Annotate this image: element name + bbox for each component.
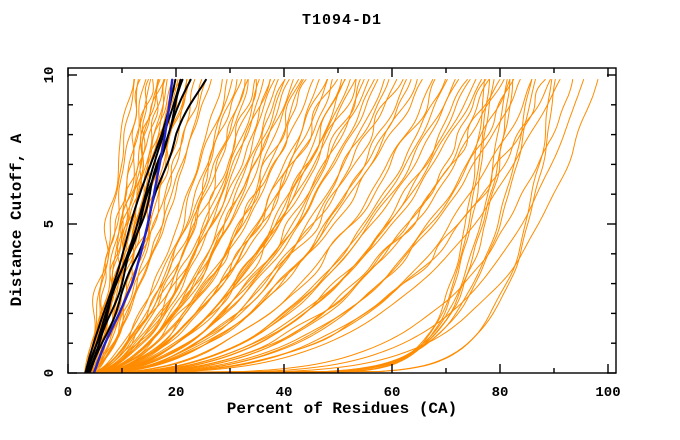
model-curve	[89, 79, 243, 373]
model-curve	[95, 79, 460, 373]
model-curve	[93, 79, 398, 373]
model-curve	[93, 79, 471, 373]
model-curve	[90, 79, 501, 373]
model-curve	[92, 79, 249, 373]
model-curve	[90, 79, 314, 373]
y-tick-label: 5	[42, 220, 58, 228]
model-curve	[91, 79, 279, 373]
series-predicted-models	[84, 79, 599, 373]
x-axis-label: Percent of Residues (CA)	[226, 400, 458, 418]
model-curve	[90, 79, 533, 373]
model-curve	[91, 79, 338, 373]
model-curve	[89, 79, 508, 373]
model-curve	[94, 79, 379, 373]
model-curve	[94, 79, 271, 373]
model-curve	[91, 79, 505, 373]
model-curve	[93, 79, 271, 373]
model-curve	[90, 79, 351, 373]
curves-layer	[84, 78, 599, 373]
y-tick-label: 0	[42, 369, 58, 377]
model-curve	[94, 79, 436, 373]
model-curve	[94, 79, 533, 373]
axes-layer	[67, 67, 617, 374]
x-tick-label: 100	[595, 385, 620, 401]
model-curve	[92, 79, 356, 373]
model-curve	[90, 79, 446, 373]
y-axis-label: Distance Cutoff, A	[8, 133, 26, 307]
model-curve	[93, 79, 375, 373]
plot-frame	[67, 67, 617, 374]
model-curve	[92, 79, 434, 373]
highlight-curve	[92, 78, 174, 373]
x-tick-label: 80	[492, 385, 509, 401]
model-curve	[95, 79, 515, 373]
series-highlight-model	[92, 78, 174, 373]
y-tick-label: 10	[42, 67, 58, 84]
model-curve	[91, 79, 223, 373]
model-curve	[89, 79, 256, 373]
model-curve	[89, 79, 361, 373]
model-curve	[89, 79, 276, 373]
model-curve	[93, 79, 357, 373]
model-curve	[89, 79, 307, 373]
model-curve	[90, 79, 207, 373]
model-curve	[92, 79, 585, 373]
model-curve	[92, 79, 333, 373]
x-tick-label: 60	[384, 385, 401, 401]
model-curve	[95, 79, 536, 373]
model-curve	[91, 79, 482, 373]
x-tick-label: 0	[64, 385, 72, 401]
model-curve	[93, 79, 556, 373]
model-curve	[89, 79, 190, 373]
x-tick-label: 40	[276, 385, 293, 401]
model-curve	[93, 79, 286, 373]
model-curve	[91, 79, 390, 373]
model-curve	[91, 79, 212, 373]
reference-curve	[85, 78, 192, 373]
model-curve	[92, 79, 521, 373]
model-curve	[93, 79, 551, 373]
model-curve	[91, 79, 423, 373]
model-curve	[95, 79, 404, 373]
model-curve	[89, 79, 238, 373]
chart-title: T1094-D1	[301, 12, 382, 29]
model-curve	[85, 79, 136, 373]
model-curve	[94, 79, 574, 373]
reference-curve	[84, 78, 177, 373]
tick-labels: 0 20 40 60 80 100 0 5 10	[42, 67, 621, 401]
model-curve	[90, 79, 257, 373]
model-curve	[89, 79, 418, 373]
model-curve	[94, 79, 490, 373]
x-tick-label: 20	[168, 385, 185, 401]
model-curve	[93, 79, 491, 373]
model-curve	[91, 79, 485, 373]
model-curve	[91, 79, 246, 373]
model-curve	[90, 79, 173, 373]
model-curve	[93, 79, 249, 373]
model-curve	[95, 79, 294, 373]
